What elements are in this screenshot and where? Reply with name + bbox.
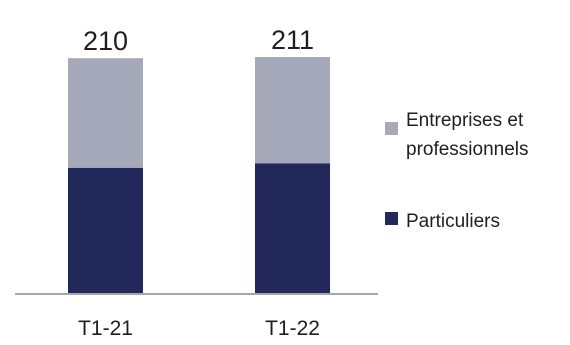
category-label-t1-22: T1-22 xyxy=(265,317,320,340)
bar-t1-22-series-1 xyxy=(255,57,330,164)
legend-label-particuliers: Particuliers xyxy=(406,211,500,232)
total-label-t1-22: 211 xyxy=(271,25,314,55)
total-label-t1-21: 210 xyxy=(83,26,128,56)
bars-group xyxy=(68,57,330,293)
legend-label-entreprises-line-1: Entreprises et xyxy=(406,110,524,131)
category-label-t1-21: T1-21 xyxy=(78,317,133,340)
bar-t1-22-series-0 xyxy=(255,163,330,293)
legend: Entreprises et professionnels Particulie… xyxy=(385,110,529,232)
labels-group: 210 T1-21 211 T1-22 xyxy=(78,25,320,340)
legend-swatch-particuliers xyxy=(385,212,398,225)
legend-swatch-entreprises xyxy=(385,122,398,135)
bar-t1-21-series-0 xyxy=(68,167,143,293)
bar-t1-21-series-1 xyxy=(68,58,143,168)
legend-label-entreprises-line-2: professionnels xyxy=(406,139,529,160)
